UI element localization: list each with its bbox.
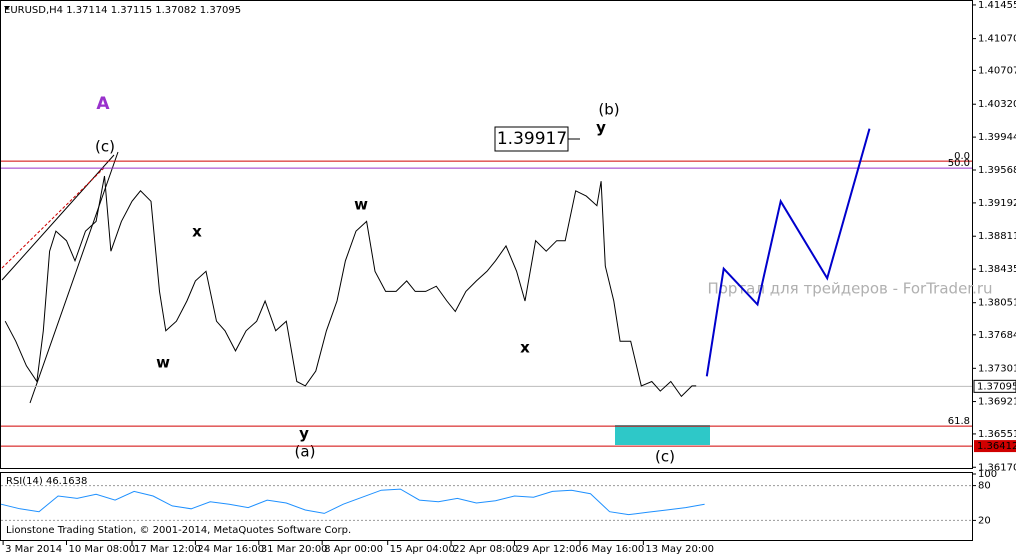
channel-line <box>1 167 105 269</box>
x-tick-label: 8 Apr 00:00 <box>324 544 383 555</box>
x-tick-label: 22 Apr 08:00 <box>453 544 518 555</box>
wave-label: (c) <box>95 138 115 156</box>
y-tick-label: 100 <box>978 469 997 480</box>
x-tick-label: 3 Mar 2014 <box>5 544 62 555</box>
level-label: 0.0 <box>954 151 970 162</box>
level-box <box>974 440 1016 453</box>
rsi-frame <box>0 472 973 541</box>
y-tick-label: 1.39568 <box>978 165 1016 176</box>
y-tick-label: 1.38051 <box>978 298 1016 309</box>
y-tick-label: 1.38811 <box>978 231 1016 242</box>
y-tick-label: 1.36921 <box>978 397 1016 408</box>
x-tick-label: 31 Mar 20:00 <box>261 544 328 555</box>
x-tick-label: 6 May 16:00 <box>582 544 644 555</box>
channel-line <box>29 151 119 404</box>
series-line <box>4 175 697 398</box>
wave-label: (a) <box>295 443 316 461</box>
last-price-box <box>973 379 1016 393</box>
y-tick-label: 1.36170 <box>978 462 1016 473</box>
main-frame <box>0 0 973 469</box>
price-callout: 1.39917 <box>497 129 567 149</box>
y-tick-label: 1.36551 <box>978 429 1016 440</box>
wave-label: w <box>156 354 170 372</box>
last-price: 1.37095 <box>977 381 1016 392</box>
series-line <box>0 488 705 516</box>
wave-label: x <box>192 223 202 241</box>
wave-label: x <box>520 339 530 357</box>
x-tick-label: 15 Apr 04:00 <box>390 544 455 555</box>
wave-label: (c) <box>655 448 675 466</box>
level-label: 61.8 <box>948 416 970 427</box>
copyright: Lionstone Trading Station, © 2001-2014, … <box>6 525 351 536</box>
y-tick-label: 1.40707 <box>978 65 1016 76</box>
header-icon <box>4 6 10 10</box>
wave-label: w <box>354 196 368 214</box>
target-zone <box>615 425 710 445</box>
x-tick-label: 17 Mar 12:00 <box>134 544 201 555</box>
series-line <box>705 128 871 377</box>
x-tick-label: 29 Apr 12:00 <box>516 544 581 555</box>
y-tick-label: 1.39944 <box>978 132 1016 143</box>
y-tick-label: 1.37301 <box>978 363 1016 374</box>
wave-label: y <box>299 425 309 443</box>
level-label: 50.0 <box>948 158 970 169</box>
wave-label: y <box>596 119 606 137</box>
wave-label: A <box>96 94 110 114</box>
header: EURUSD,H4 1.37114 1.37115 1.37082 1.3709… <box>4 5 241 16</box>
y-tick-label: 1.41070 <box>978 34 1016 45</box>
y-tick-label: 1.40320 <box>978 99 1016 110</box>
x-tick-label: 13 May 20:00 <box>645 544 714 555</box>
y-tick-label: 1.38435 <box>978 264 1016 275</box>
y-tick-label: 1.39192 <box>978 198 1016 209</box>
watermark: Портал для трейдеров - ForTrader.ru <box>707 280 992 298</box>
y-tick-label: 20 <box>978 515 991 526</box>
x-tick-label: 24 Mar 16:00 <box>197 544 264 555</box>
wave-label: (b) <box>598 101 619 119</box>
y-tick-label: 80 <box>978 481 991 492</box>
level-price: 1.36412 <box>977 441 1016 452</box>
pane-title: RSI(14) 46.1638 <box>6 476 87 487</box>
x-tick-label: 10 Mar 08:00 <box>69 544 136 555</box>
y-tick-label: 1.37684 <box>978 330 1016 341</box>
y-tick-label: 1.41455 <box>978 0 1016 11</box>
